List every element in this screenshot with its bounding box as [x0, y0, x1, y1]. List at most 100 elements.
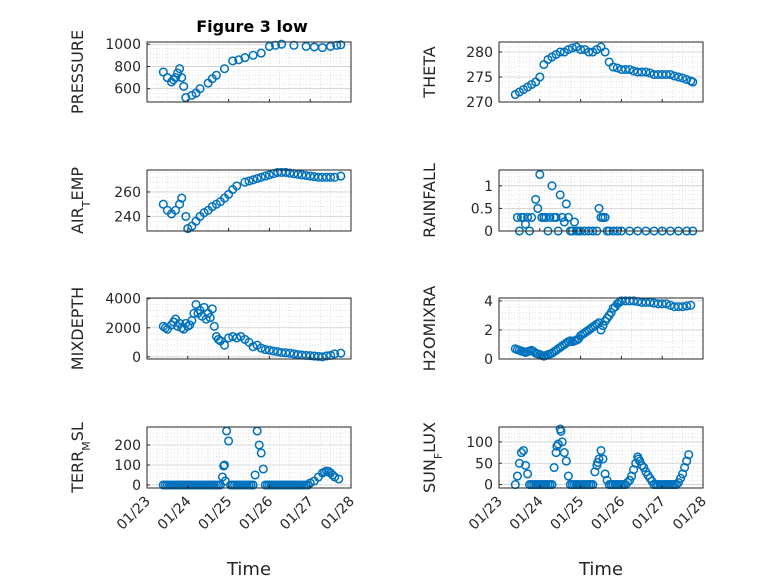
data-point [240, 334, 250, 344]
data-point [608, 62, 618, 72]
data-point [673, 477, 684, 488]
data-point [559, 448, 569, 458]
data-point [281, 167, 291, 177]
data-point [246, 480, 256, 490]
data-point [533, 203, 543, 213]
data-point [219, 64, 230, 74]
data-point [665, 69, 675, 80]
data-point [330, 349, 340, 359]
data-point [326, 172, 336, 182]
data-point [258, 464, 268, 474]
data-point [627, 471, 637, 481]
data-point [185, 320, 195, 330]
data-point [565, 336, 575, 346]
data-point [264, 170, 274, 180]
data-point [602, 313, 612, 323]
data-point [533, 349, 543, 359]
axes-frame [146, 41, 352, 103]
data-point [234, 55, 244, 65]
data-point [514, 458, 524, 468]
data-point [584, 47, 594, 57]
data-point [328, 470, 338, 480]
data-point [215, 197, 225, 207]
data-point [277, 39, 287, 49]
y-tick-label: 270 [466, 95, 493, 111]
data-point [661, 69, 671, 80]
data-point [559, 47, 569, 57]
x-tick-label: 01/26 [236, 493, 276, 533]
data-point [336, 171, 346, 181]
data-point [285, 168, 295, 178]
data-point [244, 176, 254, 186]
data-point [336, 348, 346, 358]
data-point [567, 43, 577, 53]
data-point [171, 205, 181, 215]
y-tick-label: 1000 [105, 37, 141, 53]
y-axis-label: AIRTEMP [68, 167, 93, 234]
y-tick-label: 1 [484, 179, 493, 195]
y-axis-label: RAINFALL [420, 163, 439, 238]
data-point [614, 297, 624, 307]
data-point [181, 211, 191, 221]
axes-frame [498, 169, 704, 232]
y-tick-label: 0 [484, 352, 493, 368]
data-point [219, 340, 230, 350]
data-point [512, 345, 522, 355]
data-point [173, 321, 183, 331]
data-point [158, 199, 168, 209]
data-point [643, 470, 653, 480]
data-point [520, 460, 531, 470]
data-point [661, 299, 671, 309]
data-point [260, 345, 270, 355]
data-point [545, 212, 555, 222]
data-point [600, 47, 610, 57]
y-tick-label: 0 [132, 350, 141, 366]
data-point [596, 445, 606, 456]
data-point [256, 48, 266, 58]
axes-frame [146, 297, 352, 360]
data-point [686, 76, 696, 86]
data-point [512, 471, 522, 481]
data-point [678, 73, 688, 83]
data-point [303, 480, 313, 490]
data-point [209, 321, 219, 331]
subplot-4: 0 0.5 1 RAINFALL [420, 163, 704, 240]
subplot-1: 600 800 1000 PRESSURE [68, 30, 352, 114]
data-point [547, 181, 557, 191]
x-axis-label: Time [578, 559, 623, 580]
data-point [213, 480, 223, 490]
y-tick-label: 0 [484, 224, 493, 240]
data-point [645, 68, 655, 78]
data-point [321, 351, 332, 361]
data-point [175, 64, 185, 74]
data-point [240, 177, 250, 187]
data-point [305, 171, 315, 181]
data-point [336, 40, 346, 50]
y-tick-label: 100 [114, 458, 141, 474]
x-tick-label: 01/24 [155, 493, 195, 533]
data-point [209, 480, 219, 490]
data-point [561, 199, 571, 209]
data-point [240, 53, 250, 63]
subplot-8: 0 50 100 01/23 01/24 01/25 01/26 01/27 01/28 Time… [420, 422, 710, 580]
x-axis-label: Time [226, 559, 271, 580]
data-point [686, 300, 696, 310]
data-series [158, 167, 346, 234]
data-point [256, 448, 266, 458]
figure-title: Figure 3 low [196, 17, 308, 36]
subplot-3: 240 260 AIRTEMP [68, 167, 352, 234]
data-point [518, 445, 529, 456]
y-tick-label: 100 [466, 435, 493, 451]
data-point [555, 190, 565, 200]
data-point [527, 212, 537, 222]
data-point [516, 448, 526, 458]
data-point [207, 202, 217, 212]
data-point [557, 437, 567, 447]
data-point [177, 193, 187, 203]
data-point [612, 63, 622, 73]
data-point [598, 321, 608, 331]
x-tick-label: 01/23 [466, 494, 506, 534]
y-tick-label: 200 [114, 438, 141, 454]
data-point [563, 212, 573, 222]
data-point [228, 56, 238, 66]
